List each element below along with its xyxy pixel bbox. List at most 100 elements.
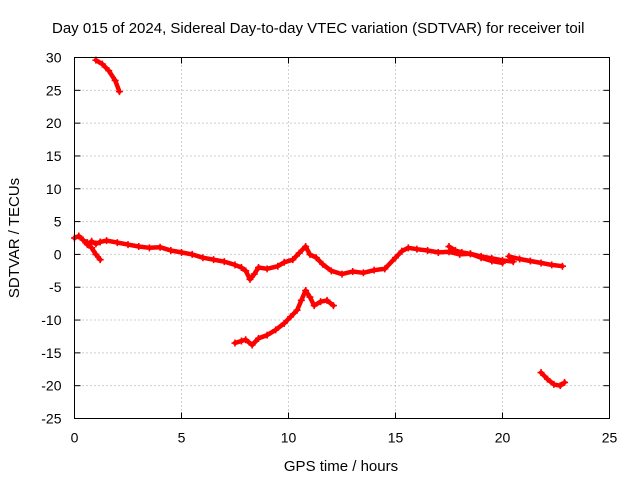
data-point-track-f <box>263 331 271 339</box>
data-point-track-f <box>293 306 301 314</box>
data-point-track-g <box>561 378 569 386</box>
x-tick-labels: 0 5 10 15 20 25 <box>71 430 618 446</box>
data-point-track-f <box>310 302 318 310</box>
data-point-track-a <box>220 258 228 266</box>
data-point-track-f <box>306 293 314 301</box>
data-point-track-a <box>75 232 83 240</box>
data-point-track-f <box>323 296 331 304</box>
data-point-track-e <box>105 67 113 75</box>
data-point-track-c <box>505 252 513 260</box>
series-track-d <box>85 240 103 262</box>
data-point-track-a <box>370 266 378 274</box>
data-point-track-b <box>488 254 496 262</box>
data-point-track-c <box>558 262 566 270</box>
data-point-track-a <box>167 246 175 254</box>
data-point-track-a <box>381 265 389 273</box>
y-tick-label: 0 <box>54 246 62 262</box>
data-point-track-a <box>250 270 258 278</box>
y-tick-labels: -25 -20 -15 -10 -5 0 5 10 15 20 25 30 <box>41 50 61 427</box>
data-point-track-g <box>543 375 551 383</box>
y-tick-label: 25 <box>46 82 62 98</box>
data-point-track-f <box>237 337 245 345</box>
y-tick-label: -10 <box>41 312 61 328</box>
data-point-track-e <box>98 60 106 68</box>
x-tick-label: 20 <box>495 430 511 446</box>
y-tick-label: 5 <box>54 214 62 230</box>
y-axis-title: SDTVAR / TECUs <box>6 178 23 298</box>
data-point-track-a <box>246 275 254 283</box>
x-tick-label: 25 <box>602 430 618 446</box>
y-tick-label: -25 <box>41 411 61 427</box>
data-point-track-b <box>477 252 485 260</box>
data-point-track-a <box>188 250 196 258</box>
data-point-track-d <box>96 256 104 264</box>
data-point-track-a <box>156 243 164 251</box>
data-point-track-a <box>295 249 303 257</box>
series-track-a <box>72 233 505 282</box>
data-point-track-g <box>537 369 545 377</box>
data-point-track-a <box>178 248 185 256</box>
x-tick-label: 5 <box>178 430 186 446</box>
x-tick-label: 10 <box>281 430 297 446</box>
data-point-track-a <box>289 256 297 264</box>
data-point-track-a <box>231 261 239 269</box>
data-point-track-d <box>83 239 91 247</box>
data-point-track-a <box>413 245 421 253</box>
data-point-track-f <box>248 341 256 349</box>
data-point-track-c <box>516 255 524 263</box>
data-point-track-a <box>242 267 250 275</box>
y-tick-label: 10 <box>46 181 62 197</box>
data-point-track-a <box>398 247 406 255</box>
data-point-track-b <box>458 248 466 256</box>
data-point-track-f <box>329 302 337 310</box>
data-point-track-a <box>424 246 432 254</box>
x-axis-title: GPS time / hours <box>284 458 398 475</box>
x-tick-label: 15 <box>388 430 404 446</box>
data-point-track-a <box>210 256 218 264</box>
data-point-track-c <box>526 257 534 265</box>
data-point-track-a <box>124 241 132 249</box>
data-point-track-d <box>88 244 96 252</box>
data-point-track-f <box>242 336 250 344</box>
data-point-track-a <box>306 250 314 258</box>
plot-frame <box>74 57 610 419</box>
data-point-track-a <box>404 244 412 252</box>
data-point-track-a <box>327 267 335 275</box>
data-point-track-a <box>145 244 153 252</box>
data-point-track-a <box>280 258 288 266</box>
y-tick-label: 30 <box>46 50 62 66</box>
data-point-track-f <box>280 319 288 327</box>
grid-lines <box>74 57 610 419</box>
data-point-track-a <box>274 262 282 270</box>
data-point-track-f <box>302 287 310 295</box>
data-point-track-a <box>96 238 104 246</box>
data-point-track-b <box>499 256 506 264</box>
data-point-track-a <box>392 254 399 262</box>
y-tick-label: -5 <box>49 279 62 295</box>
data-point-track-a <box>199 254 207 262</box>
y-tick-label: 20 <box>46 115 62 131</box>
data-point-track-g <box>556 382 564 390</box>
data-point-track-a <box>349 267 357 275</box>
data-point-track-c <box>548 261 556 269</box>
data-point-track-b <box>445 243 453 251</box>
data-point-track-a <box>312 254 320 262</box>
data-point-track-c <box>537 259 545 267</box>
data-point-track-a <box>255 264 263 272</box>
data-point-track-g <box>550 380 558 388</box>
y-tick-label: -20 <box>41 378 61 394</box>
data-point-track-a <box>338 270 346 278</box>
data-point-track-f <box>231 339 239 347</box>
data-point-track-f <box>255 334 263 342</box>
data-point-track-b <box>451 246 459 254</box>
data-point-track-a <box>92 240 100 248</box>
data-point-track-a <box>113 239 121 247</box>
data-point-track-f <box>287 313 295 321</box>
data-point-track-f <box>297 296 305 304</box>
data-point-track-a <box>263 265 271 273</box>
y-tick-label: -15 <box>41 345 61 361</box>
data-point-track-a <box>88 237 96 245</box>
y-tick-label: 15 <box>46 148 62 164</box>
